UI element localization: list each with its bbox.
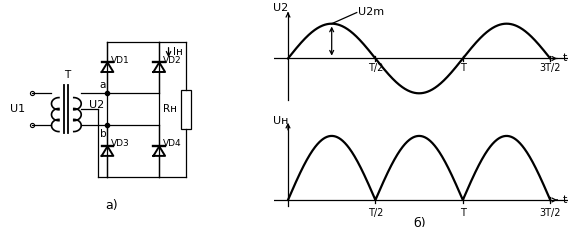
Text: T/2: T/2 — [368, 208, 383, 218]
Text: U1: U1 — [10, 104, 25, 114]
Text: Uн: Uн — [273, 116, 288, 126]
Text: Rн: Rн — [163, 104, 177, 114]
Text: VD4: VD4 — [163, 139, 181, 148]
Text: b: b — [100, 129, 106, 139]
Text: Iн: Iн — [173, 47, 182, 57]
Text: U2m: U2m — [358, 7, 384, 17]
Text: t: t — [563, 54, 567, 64]
Text: VD3: VD3 — [111, 139, 129, 148]
Text: а): а) — [105, 199, 118, 212]
Text: T: T — [460, 63, 466, 73]
Text: T/2: T/2 — [368, 63, 383, 73]
Text: б): б) — [413, 217, 425, 227]
Text: 3T/2: 3T/2 — [539, 63, 561, 73]
Text: t: t — [563, 195, 567, 205]
Text: T: T — [65, 70, 71, 80]
Text: VD2: VD2 — [163, 56, 181, 64]
Text: U2: U2 — [89, 100, 104, 110]
Bar — [181, 89, 191, 129]
Text: U2: U2 — [273, 2, 288, 12]
Text: a: a — [100, 79, 106, 89]
Text: T: T — [460, 208, 466, 218]
Text: 3T/2: 3T/2 — [539, 208, 561, 218]
Text: VD1: VD1 — [111, 56, 129, 64]
